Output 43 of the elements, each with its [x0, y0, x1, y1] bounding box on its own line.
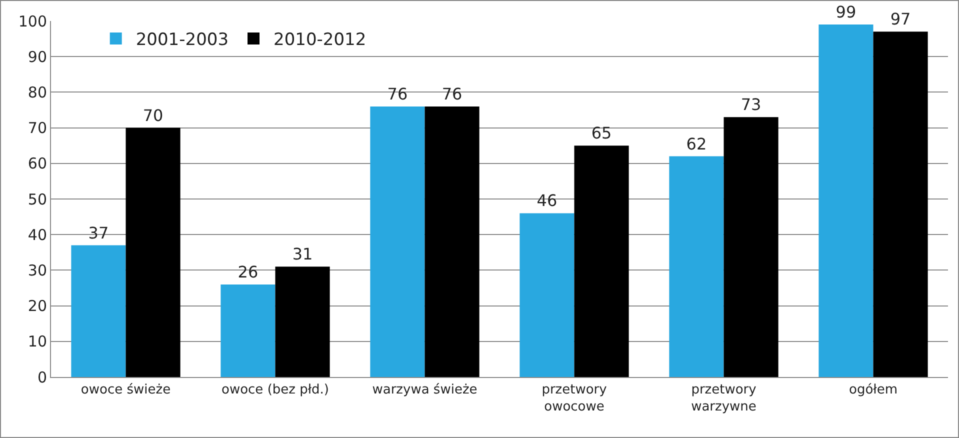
data-label: 99: [836, 2, 856, 22]
data-label: 31: [292, 244, 313, 264]
y-tick-label: 80: [28, 83, 47, 102]
x-tick-label: przetwory warzywne: [691, 382, 757, 414]
data-label: 37: [88, 223, 109, 242]
bar: [126, 128, 180, 377]
bar: [669, 156, 724, 377]
bar: [818, 24, 874, 377]
y-tick-label: 30: [28, 261, 47, 280]
y-tick-label: 90: [28, 48, 47, 66]
data-label: 62: [686, 134, 707, 154]
x-tick-label: owoce (bez płd.): [222, 382, 329, 398]
bar: [71, 245, 126, 377]
x-tick-label: przetwory owocowe: [542, 382, 608, 414]
bar: [424, 106, 480, 377]
x-tick-label: warzywa świeże: [372, 382, 478, 398]
bar: [275, 266, 330, 377]
bar: [370, 106, 425, 377]
y-tick-label: 70: [28, 119, 47, 138]
legend-label: 2001-2003: [136, 30, 229, 50]
data-label: 76: [442, 84, 462, 104]
y-tick-label: 40: [28, 226, 47, 244]
data-label: 97: [890, 10, 911, 29]
data-label: 73: [740, 95, 762, 114]
bar: [220, 284, 276, 377]
y-tick-label: 10: [28, 332, 47, 351]
y-tick-label: 100: [18, 12, 47, 30]
x-tick-label: ogółem: [848, 382, 898, 398]
bar: [574, 146, 629, 377]
y-tick-label: 60: [28, 154, 47, 173]
legend-label: 2010-2012: [274, 30, 366, 50]
data-label: 76: [387, 84, 408, 104]
bar: [873, 32, 928, 377]
data-label: 65: [591, 124, 612, 143]
y-tick-label: 0: [37, 368, 47, 386]
bar: [520, 213, 574, 377]
data-label: 46: [536, 191, 558, 210]
bar: [724, 117, 778, 377]
y-tick-label: 20: [28, 297, 47, 316]
data-label: 70: [142, 106, 164, 125]
x-tick-label: owoce świeże: [80, 382, 171, 398]
y-tick-label: 50: [28, 190, 47, 208]
data-label: 26: [238, 262, 258, 282]
